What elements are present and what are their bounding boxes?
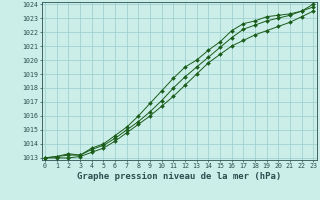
- X-axis label: Graphe pression niveau de la mer (hPa): Graphe pression niveau de la mer (hPa): [77, 172, 281, 181]
